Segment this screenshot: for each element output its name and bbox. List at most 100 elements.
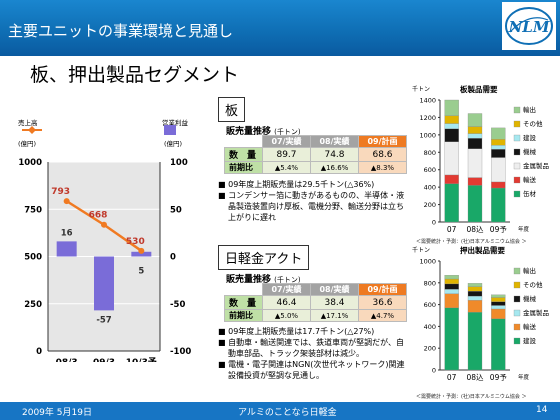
sales-point: [63, 198, 70, 205]
tick-label: 800: [424, 149, 436, 157]
table-header: 09/計画: [358, 283, 407, 296]
stack-segment: [467, 138, 483, 149]
tick-label: 1400: [419, 97, 436, 105]
table-corner: [224, 135, 263, 148]
stack-segment: [491, 149, 506, 158]
sales-point: [138, 247, 145, 254]
legend-swatch: [513, 267, 521, 275]
right-tick-label: 100: [170, 158, 188, 168]
category-label: 09予: [490, 225, 508, 234]
tick-label: 200: [424, 345, 436, 353]
category-label: 10/3予: [126, 357, 157, 362]
left-axis-title: 売上高: [18, 119, 38, 127]
category-label: 07: [447, 225, 457, 234]
row-label: 前期比: [224, 161, 263, 174]
bullet-item: ■ コンデンサー箔に動きがあるものの、半導体・液晶製造装置向け厚板、電機分野、輸…: [218, 191, 405, 222]
segment-title: 板、押出製品セグメント: [30, 64, 240, 86]
profit-value-label: 5: [138, 267, 144, 277]
stack-segment: [491, 318, 506, 371]
legend-swatch: [513, 323, 521, 331]
profit-bar: [56, 241, 77, 257]
tick-label: 1200: [419, 114, 436, 122]
stack-segment: [444, 99, 459, 116]
profit-value-label: -57: [96, 315, 111, 325]
legend-bar: [164, 125, 176, 135]
table-cell: 36.6: [358, 295, 407, 310]
row-label: 前期比: [224, 309, 263, 322]
extrusion-demand-chart: 千トン 押出製品需要 1000 800 600 400 200 0 07 08込 09予 年度 輸出その…: [412, 245, 549, 382]
legend-swatch: [513, 281, 521, 289]
table-cell: ▲16.6%: [310, 161, 359, 174]
company-logo: NLM: [502, 2, 556, 50]
left-tick-label: 0: [36, 347, 42, 357]
stack-segment: [491, 294, 506, 298]
stack-segment: [467, 300, 483, 313]
nikkei-act-label: 日軽金アクト: [218, 245, 310, 270]
nikkei-bullets: ■ 09年度上期販売量は17.7千トン(△27%) ■ 自動車・輸送関連では、鉄…: [218, 326, 410, 381]
left-tick-label: 1000: [18, 158, 42, 168]
legend-label: 缶材: [523, 189, 537, 198]
header-banner: 主要ユニットの事業環境と見通し NLM: [0, 0, 560, 56]
sales-value-label: 530: [126, 237, 145, 247]
stack-segment: [467, 291, 483, 297]
stack-segment: [444, 307, 459, 371]
legend-label: 機械: [523, 147, 537, 156]
legend-label: 輸出: [523, 105, 536, 114]
bullet-item: ■ 09年度上期販売量は17.7千トン(△27%): [218, 327, 375, 336]
stack-segment: [491, 139, 506, 146]
legend-swatch: [513, 120, 521, 128]
tick-label: 800: [424, 279, 436, 287]
stack-segment: [444, 128, 459, 142]
profit-bar: [94, 256, 114, 311]
legend-label: 建設: [523, 336, 537, 345]
page-number: 14: [536, 405, 548, 415]
stack-segment: [491, 145, 506, 150]
stack-segment: [444, 183, 459, 223]
table-header: 08/実績: [310, 135, 359, 148]
bullet-item: ■ 09年度上期販売量は29.5千トン(△36%): [218, 180, 375, 189]
legend-swatch: [513, 176, 521, 184]
stack-segment: [444, 141, 459, 176]
stack-segment: [467, 283, 483, 287]
table-cell: 46.4: [262, 295, 311, 310]
right-axis-unit: (億円): [164, 140, 183, 148]
chart-title: 押出製品需要: [460, 245, 505, 255]
x-unit-label: 年度: [518, 373, 530, 381]
tick-label: 600: [424, 166, 436, 174]
stack-segment: [467, 286, 483, 292]
chart-title: 板製品需要: [460, 84, 498, 94]
tick-label: 0: [432, 367, 436, 375]
table-corner: [224, 283, 263, 296]
tick-label: 0: [432, 219, 436, 227]
legend-label: 金属製品: [523, 308, 549, 317]
legend-label: 輸出: [523, 266, 536, 275]
unit-label: 千トン: [412, 85, 430, 93]
stack-segment: [491, 181, 506, 189]
table-cell: 38.4: [310, 295, 359, 310]
legend-swatch: [513, 106, 521, 114]
legend-swatch: [513, 337, 521, 345]
logo-text: NLM: [508, 18, 550, 36]
tick-label: 1000: [419, 258, 436, 266]
legend-label: その他: [523, 119, 543, 128]
legend-swatch: [513, 295, 521, 303]
tick-label: 400: [424, 323, 436, 331]
legend-label: その他: [523, 280, 543, 289]
legend-label: 機械: [523, 294, 537, 303]
stack-segment: [491, 187, 506, 223]
stack-segment: [467, 113, 483, 127]
ita-label: 板: [218, 97, 246, 122]
ita-sales-table: 07/実績 08/実績 09/計画 数 量 89.7 74.8 68.6 前期比…: [224, 135, 407, 174]
legend-swatch: [513, 162, 521, 170]
sales-value-label: 793: [51, 187, 70, 197]
category-label: 09/3: [93, 358, 115, 362]
legend-label: 輸送: [523, 175, 537, 184]
right-tick-label: -100: [170, 347, 191, 357]
stack-segment: [467, 312, 483, 371]
table-cell: 68.6: [358, 147, 407, 162]
stack-segment: [467, 148, 483, 178]
ita-bullets: ■ 09年度上期販売量は29.5千トン(△36%) ■ コンデンサー箔に動きがあ…: [218, 179, 410, 223]
category-label: 09予: [490, 373, 508, 382]
tick-label: 1000: [419, 131, 436, 139]
legend-label: 金属製品: [523, 161, 549, 170]
